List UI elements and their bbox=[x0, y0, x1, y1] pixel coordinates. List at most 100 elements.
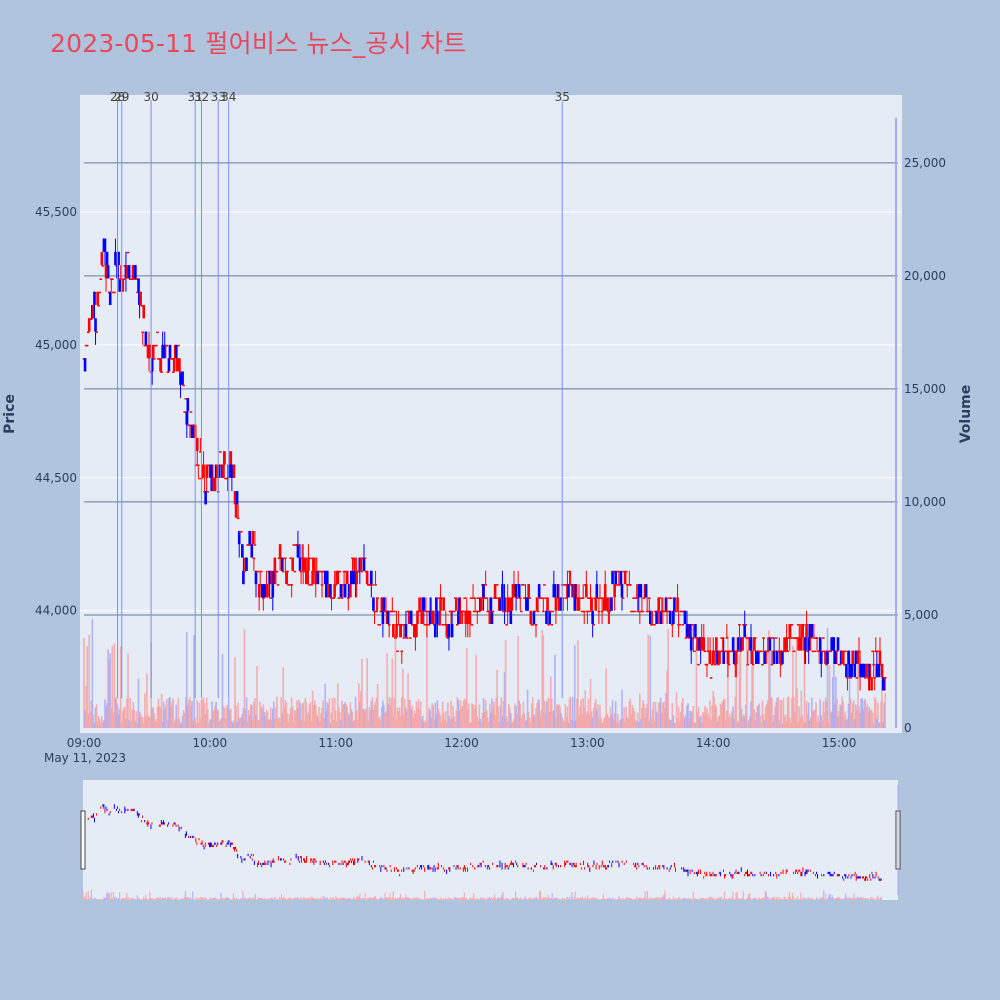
slider-volume-bar bbox=[303, 897, 306, 900]
volume-bar bbox=[307, 712, 310, 728]
volume-bar bbox=[849, 698, 852, 728]
volume-bar bbox=[371, 697, 374, 728]
volume-bar bbox=[446, 722, 448, 728]
volume-bar bbox=[808, 720, 811, 728]
slider-volume-bar bbox=[787, 897, 789, 900]
candle-body bbox=[346, 597, 350, 599]
volume-bar bbox=[280, 697, 282, 728]
candle-body bbox=[237, 530, 241, 545]
volume-bar bbox=[497, 706, 500, 728]
volume-bar bbox=[332, 719, 335, 728]
candle-body bbox=[581, 597, 585, 599]
candle-body bbox=[483, 597, 486, 599]
slider-volume-bar bbox=[586, 898, 588, 900]
axes: 44,00044,50045,00045,50005,00010,00015,0… bbox=[2, 156, 974, 765]
slider-volume-bar bbox=[331, 899, 333, 900]
slider-volume-bar bbox=[223, 899, 225, 900]
slider-volume-bar bbox=[173, 899, 175, 900]
slider-volume-bar bbox=[741, 897, 743, 900]
slider-volume-bar bbox=[292, 898, 294, 900]
candle-body bbox=[533, 610, 537, 613]
volume-bar bbox=[167, 720, 169, 728]
volume-bar bbox=[673, 722, 676, 728]
slider-volume-bar bbox=[313, 897, 315, 900]
volume-bar bbox=[553, 710, 555, 728]
slider-volume-bar bbox=[392, 891, 394, 900]
volume-bar bbox=[240, 716, 243, 728]
volume-bar bbox=[174, 719, 177, 728]
volume-bar bbox=[346, 706, 349, 728]
slider-volume-bar bbox=[271, 897, 273, 900]
volume-bar bbox=[375, 697, 378, 728]
volume-bar bbox=[551, 711, 554, 728]
slider-volume-bar bbox=[434, 897, 436, 900]
volume-bar bbox=[736, 720, 739, 728]
candle-body bbox=[733, 663, 737, 666]
slider-volume-bar bbox=[730, 899, 732, 900]
volume-bar bbox=[785, 721, 788, 728]
slider-volume-bar bbox=[520, 897, 522, 900]
slider-handle-left[interactable] bbox=[80, 810, 86, 870]
candle-body bbox=[853, 663, 857, 678]
volume-bar bbox=[457, 699, 460, 728]
slider-volume-bar bbox=[287, 898, 289, 900]
slider-volume-bar bbox=[489, 898, 492, 900]
time-tick-label: 14:00 bbox=[696, 736, 731, 750]
candle-body bbox=[829, 650, 832, 653]
volume-bar bbox=[586, 711, 589, 728]
volume-bar bbox=[190, 705, 192, 728]
volume-bar bbox=[492, 707, 494, 728]
volume-bar bbox=[764, 706, 767, 728]
candle-body bbox=[591, 610, 594, 625]
candle-body bbox=[257, 584, 261, 598]
candle-body bbox=[639, 584, 643, 598]
candle-body bbox=[320, 584, 324, 586]
candle-body bbox=[878, 650, 882, 664]
candle-body bbox=[307, 557, 310, 571]
candle-body bbox=[442, 597, 446, 611]
slider-volume-bar bbox=[306, 898, 308, 900]
slider-volume-bar bbox=[160, 899, 162, 900]
slider-volume-bar bbox=[473, 893, 475, 900]
volume-bar bbox=[320, 713, 322, 728]
volume-bar bbox=[563, 722, 566, 728]
slider-volume-bar bbox=[810, 898, 812, 900]
slider-volume-bar bbox=[388, 897, 390, 900]
slider-volume-bar bbox=[544, 897, 546, 900]
volume-bar bbox=[503, 672, 506, 728]
candle-body bbox=[711, 650, 715, 664]
candle-body bbox=[623, 570, 627, 585]
volume-bar bbox=[474, 705, 476, 728]
slider-volume-bar bbox=[318, 898, 320, 900]
slider-volume-bar bbox=[188, 897, 191, 900]
volume-bar bbox=[245, 697, 248, 728]
volume-bar bbox=[829, 712, 832, 728]
slider-volume-bar bbox=[351, 899, 354, 900]
candle-body bbox=[450, 624, 454, 638]
candle-body bbox=[386, 610, 390, 625]
candle-body bbox=[528, 597, 532, 599]
volume-bar bbox=[800, 690, 803, 728]
slider-volume-bar bbox=[832, 897, 834, 900]
candle-body bbox=[371, 584, 374, 586]
candle-body bbox=[87, 318, 91, 332]
slider-volume-bar bbox=[821, 897, 823, 900]
volume-bar bbox=[857, 658, 859, 728]
range-slider[interactable] bbox=[80, 780, 901, 900]
slider-volume-bar bbox=[471, 898, 473, 900]
volume-bar bbox=[680, 702, 683, 728]
volume-bar bbox=[403, 714, 405, 728]
slider-volume-bar bbox=[813, 898, 816, 900]
volume-bar bbox=[707, 713, 709, 728]
volume-bar bbox=[555, 717, 557, 728]
slider-volume-bar bbox=[848, 897, 850, 900]
slider-volume-bar bbox=[809, 898, 811, 900]
slider-volume-bar bbox=[440, 898, 442, 900]
volume-bar bbox=[253, 701, 255, 728]
candle-body bbox=[611, 570, 614, 585]
volume-bar bbox=[405, 707, 407, 728]
slider-volume-bar bbox=[718, 897, 720, 900]
volume-bar bbox=[745, 634, 748, 728]
slider-volume-bar bbox=[97, 898, 99, 900]
